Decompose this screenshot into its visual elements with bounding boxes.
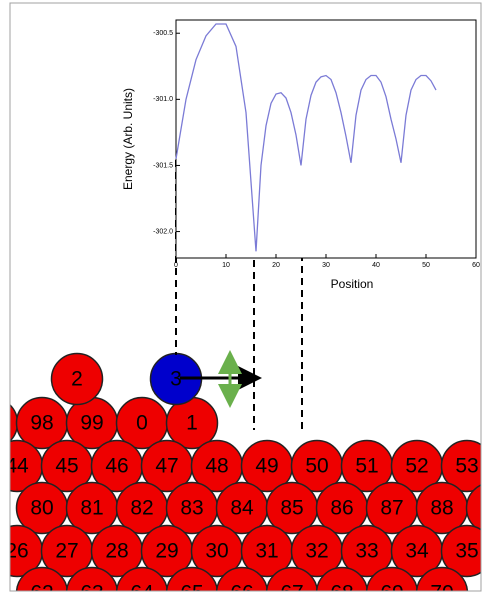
atom [465, 484, 481, 532]
atom [65, 566, 119, 591]
atom-label: 32 [305, 540, 328, 563]
atom-label: 35 [455, 540, 478, 563]
atom [215, 566, 269, 591]
atom-label: 2 [71, 368, 83, 391]
atom-label: 87 [380, 497, 403, 520]
atom-label: 34 [405, 540, 429, 563]
atom-label: 69 [380, 582, 403, 595]
atom-label: 29 [155, 540, 178, 563]
atom [440, 439, 481, 493]
atom [15, 566, 69, 591]
x-tick-label: 60 [472, 262, 480, 269]
atom-label: 86 [330, 497, 353, 520]
atom [415, 566, 469, 591]
atom-label: 48 [205, 455, 228, 478]
atom-label: 3 [170, 368, 182, 391]
chart: Energy (Arb. Units) Position 0 10 20 30 40 50… [121, 19, 480, 291]
atom-label: 84 [230, 497, 254, 520]
x-tick-label: 30 [322, 262, 330, 269]
x-tick-label: 20 [272, 262, 280, 269]
atom-label: 44 [5, 455, 29, 478]
atom-label: 80 [30, 497, 53, 520]
atom-label: 30 [205, 540, 228, 563]
y-tick-label: -302.0 [153, 228, 173, 235]
atom-label: 62 [30, 582, 53, 595]
atom [165, 566, 219, 591]
atom-label: 98 [30, 412, 53, 435]
y-tick-label: -301.0 [153, 96, 173, 103]
x-axis-label: Position [331, 277, 374, 291]
atom [50, 352, 104, 406]
atom-label: 88 [430, 497, 453, 520]
atom-label: 82 [130, 497, 153, 520]
atom [315, 566, 369, 591]
atom-label: 28 [105, 540, 128, 563]
atom-label: 50 [305, 455, 328, 478]
atom-label: 67 [280, 582, 303, 595]
atom [265, 566, 319, 591]
atom-label: 63 [80, 582, 103, 595]
x-tick-label: 0 [174, 262, 178, 269]
atom-label: 70 [430, 582, 453, 595]
atom-label: 85 [280, 497, 303, 520]
atom-label: 26 [5, 540, 28, 563]
atom-label: 51 [355, 455, 378, 478]
x-tick-label: 40 [372, 262, 380, 269]
x-tick-label: 10 [222, 262, 230, 269]
atom-label: 83 [180, 497, 203, 520]
atom-label: 33 [355, 540, 378, 563]
atom-label: 8 [486, 497, 491, 520]
line-series [175, 23, 437, 252]
atom-label: 66 [230, 582, 253, 595]
y-tick-label: -301.5 [153, 162, 173, 169]
atom-label: 68 [330, 582, 353, 595]
atom-label: 31 [255, 540, 278, 563]
atom-label: 99 [80, 412, 103, 435]
atom-label: 49 [255, 455, 278, 478]
atom-label: 52 [405, 455, 428, 478]
atom-label: 53 [455, 455, 478, 478]
atom [115, 566, 169, 591]
atom-label: 65 [180, 582, 203, 595]
y-axis-label: Energy (Arb. Units) [121, 88, 135, 190]
atom [365, 566, 419, 591]
atom-label: 81 [80, 497, 103, 520]
y-tick-label: -300.5 [153, 30, 173, 37]
atom-label: 27 [55, 540, 78, 563]
atom-label: 64 [130, 582, 154, 595]
x-tick-label: 50 [422, 262, 430, 269]
frame [9, 2, 482, 592]
atom-label: 47 [155, 455, 178, 478]
atom-label: 1 [186, 412, 198, 435]
atom-label: 45 [55, 455, 78, 478]
atom-label: 46 [105, 455, 128, 478]
plot-frame [175, 19, 477, 259]
atom-label: 0 [136, 412, 148, 435]
atom [440, 524, 481, 578]
